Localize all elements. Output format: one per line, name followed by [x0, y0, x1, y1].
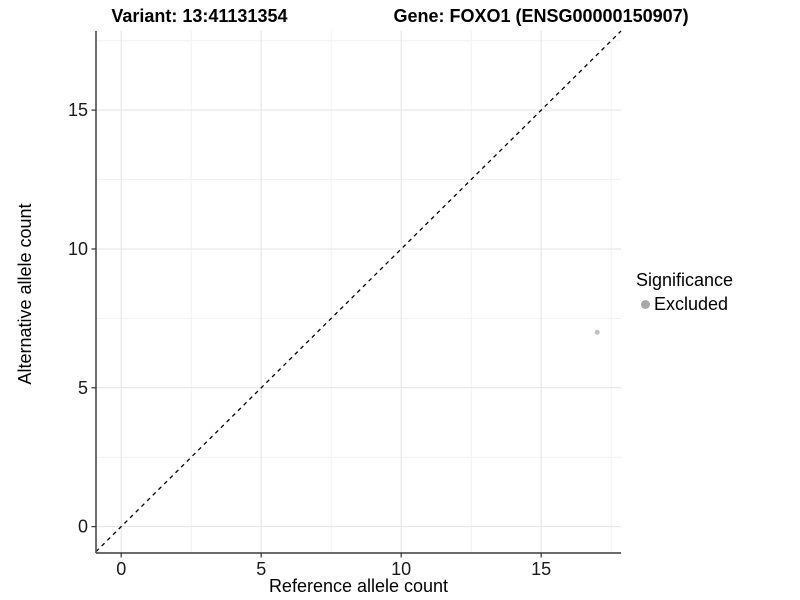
data-point — [594, 329, 600, 335]
legend-point-icon — [640, 300, 650, 309]
x-tick-label: 5 — [256, 559, 266, 579]
identity-dashed-line — [95, 30, 622, 553]
y-tick-label: 5 — [78, 378, 88, 398]
x-tick-label: 10 — [391, 559, 411, 579]
legend: Significance Excluded — [636, 270, 796, 315]
y-tick-label: 0 — [78, 517, 88, 537]
y-axis-title: Alternative allele count — [15, 203, 35, 385]
legend-title: Significance — [636, 270, 734, 290]
plot-title-gene: Gene: FOXO1 (ENSG00000150907) — [393, 6, 689, 26]
y-tick-label: 15 — [68, 100, 88, 120]
x-tick-label: 15 — [531, 559, 551, 579]
legend-entry-label: Excluded — [654, 294, 729, 314]
plot-title-variant: Variant: 13:41131354 — [111, 6, 288, 26]
legend-entry-excluded: Excluded — [636, 294, 796, 315]
plot-title: Variant: 13:41131354 Gene: FOXO1 (ENSG00… — [0, 5, 800, 29]
x-tick-label: 0 — [116, 559, 126, 579]
legend-key — [636, 296, 654, 314]
x-axis-title: Reference allele count — [268, 576, 449, 596]
y-tick-label: 10 — [68, 239, 88, 259]
